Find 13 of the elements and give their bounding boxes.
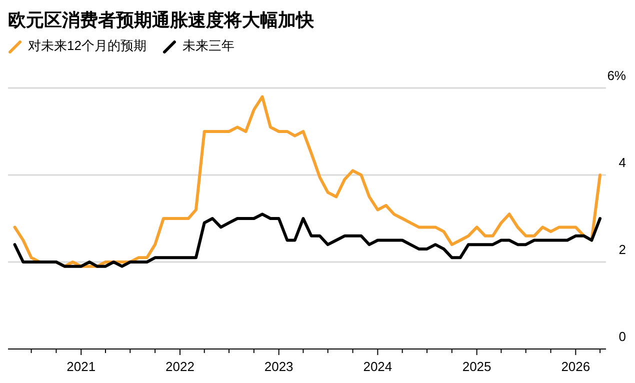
x-tick-label: 2021 — [66, 359, 96, 374]
x-tick-label: 2023 — [264, 359, 294, 374]
legend-label: 对未来12个月的预期 — [28, 38, 146, 53]
y-tick-label: 2 — [618, 242, 626, 257]
y-tick-label: 0 — [618, 329, 626, 344]
y-tick-label: 6% — [607, 68, 626, 83]
legend-label: 未来三年 — [182, 38, 234, 53]
x-tick-label: 2022 — [166, 359, 194, 374]
title: 欧元区消费者预期通胀速度将大幅加快 — [8, 10, 314, 30]
y-tick-label: 4 — [618, 155, 626, 170]
x-tick-label: 2024 — [363, 359, 392, 374]
x-tick-label: 2025 — [462, 359, 492, 374]
x-tick-label: 2026 — [561, 359, 590, 374]
